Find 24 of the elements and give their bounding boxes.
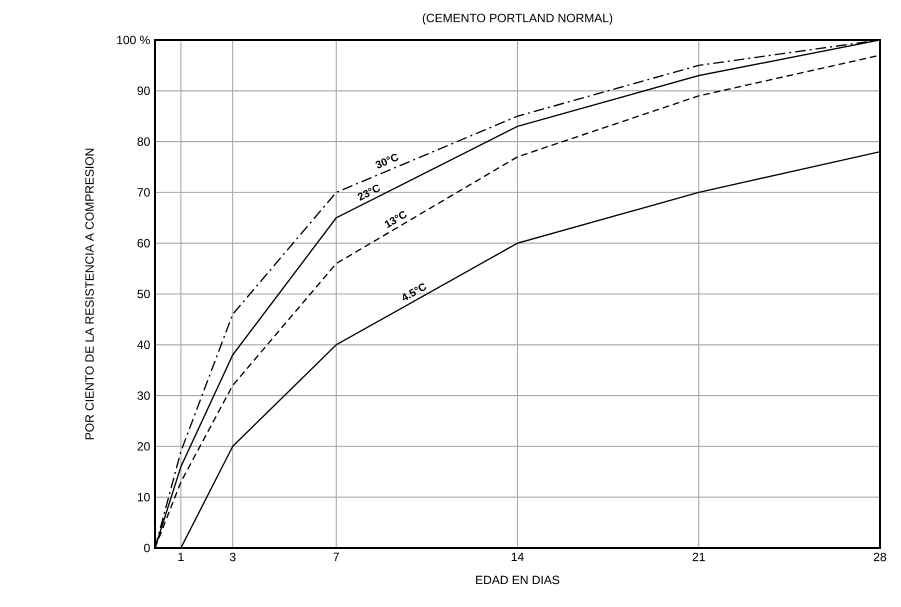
- y-tick-label: 60: [138, 238, 150, 248]
- y-tick-label: 70: [138, 188, 150, 197]
- y-tick-label: 50: [137, 290, 150, 298]
- chart-title: (CEMENTO PORTLAND NORMAL): [422, 13, 612, 25]
- x-tick-label: 28: [874, 552, 886, 562]
- x-axis-title: EDAD EN DIAS: [476, 576, 560, 584]
- x-tick-label: 21: [692, 552, 705, 562]
- y-tick-label: 100 %: [117, 36, 150, 44]
- x-tick-label: 3: [230, 552, 236, 562]
- x-tick-label: 7: [334, 552, 339, 561]
- x-tick-label: 1: [178, 552, 184, 561]
- y-tick-label: 80: [137, 137, 150, 146]
- text: 23°C: [358, 184, 380, 201]
- y-axis-title: POR CIENTO DE LA RESISTENCIA A COMPRESION: [85, 148, 94, 440]
- text: 30°C: [376, 154, 398, 168]
- y-tick-label: 40: [137, 340, 150, 350]
- y-tick-label: 20: [138, 442, 150, 451]
- y-tick-label: 90: [138, 86, 150, 96]
- y-tick-label: 0: [144, 544, 150, 552]
- text: 4.5°C: [402, 283, 426, 300]
- x-tick-label: 14: [512, 552, 524, 561]
- text: 13°C: [384, 211, 407, 228]
- y-tick-label: 30: [137, 391, 150, 400]
- y-tick-label: 10: [138, 492, 150, 502]
